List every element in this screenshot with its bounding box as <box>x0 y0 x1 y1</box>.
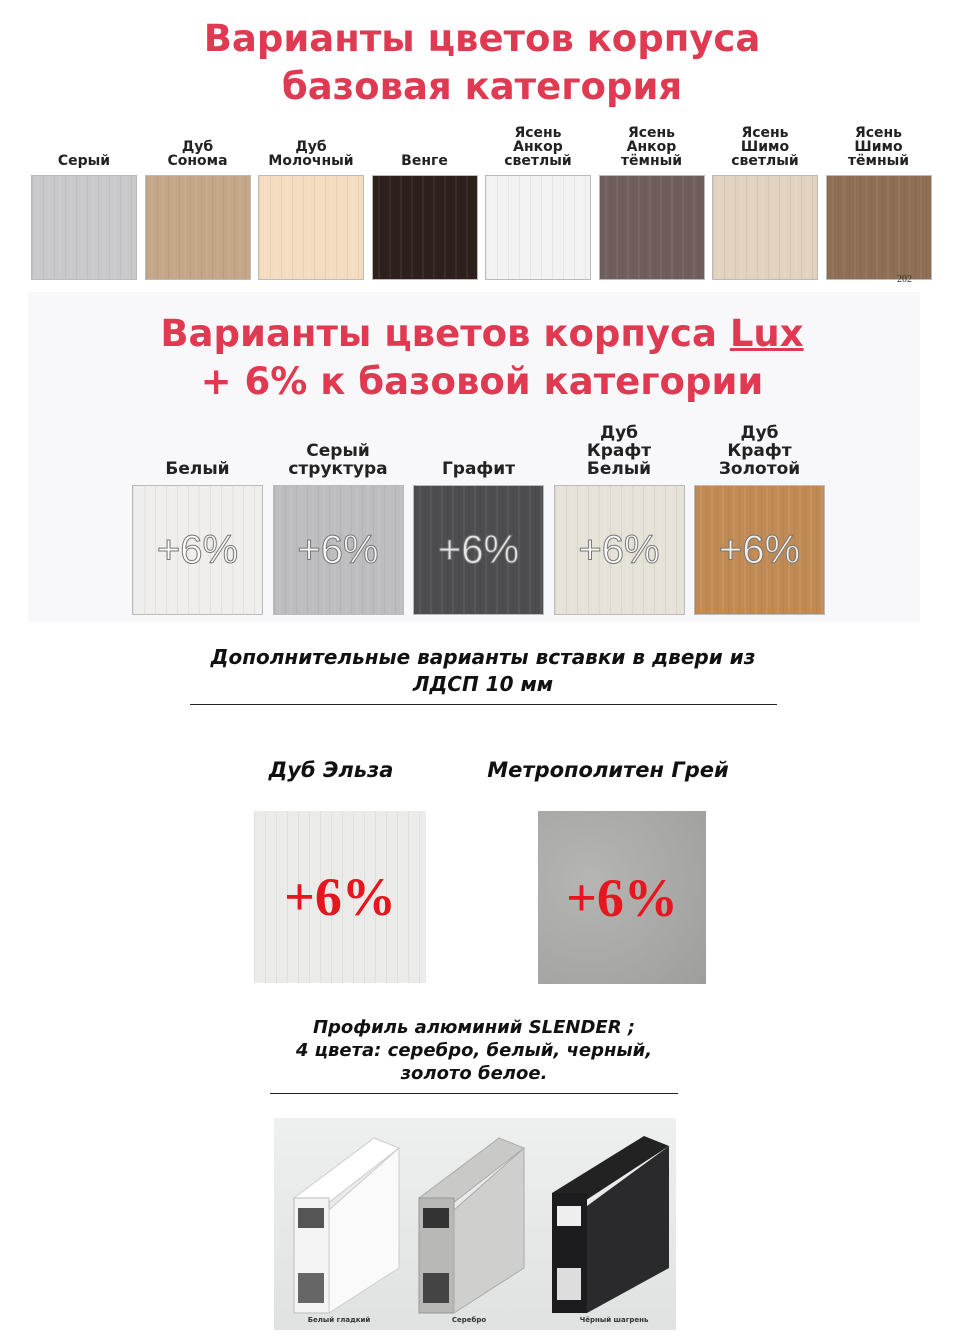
base-swatch-label: Дуб Молочный <box>268 139 354 169</box>
lux-swatch: +6% <box>553 485 685 615</box>
percent-badge: +6% <box>437 527 520 572</box>
base-title-line2: базовая категория <box>281 65 683 108</box>
percent-badge: +6% <box>284 867 396 927</box>
corner-mark: 202 <box>897 274 912 285</box>
base-title-line1: Варианты цветов корпуса <box>203 17 761 60</box>
insert-swatch-elsa: +6% <box>254 811 426 983</box>
divider <box>190 704 777 705</box>
base-swatch-label: Ясень Шимо светлый <box>731 125 799 169</box>
lux-swatch: +6% <box>132 485 263 615</box>
lux-swatch-label: Белый <box>165 459 230 479</box>
lux-swatch-label: Дуб Крафт Белый <box>586 423 652 479</box>
base-swatch-label: Ясень Анкор светлый <box>504 125 572 169</box>
percent-badge: +6% <box>297 527 379 572</box>
lux-swatch-label: Дуб Крафт Золотой <box>718 423 801 479</box>
caption-white: Белый гладкий <box>307 1316 371 1324</box>
percent-badge: +6% <box>578 527 660 572</box>
profile-line3: золото белое. <box>400 1063 548 1084</box>
base-swatch <box>825 175 932 280</box>
lux-swatch: +6% <box>413 485 544 615</box>
insert-label-metropoliten: Метрополитен Грей <box>487 758 729 782</box>
base-swatch-label: Дуб Сонома <box>167 139 228 169</box>
insert-swatch-metropoliten: +6% <box>538 811 706 984</box>
inserts-heading-line1: Дополнительные варианты вставки в двери … <box>210 645 756 669</box>
caption-black: Чёрный шагрень <box>579 1316 649 1324</box>
inserts-heading-line2: ЛДСП 10 мм <box>412 672 554 696</box>
lux-swatch: +6% <box>272 485 404 615</box>
base-swatch-label: Ясень Шимо тёмный <box>847 125 910 169</box>
lux-title-line2: + 6% к базовой категории <box>200 360 764 403</box>
base-swatch <box>258 175 364 280</box>
base-swatch <box>712 175 818 280</box>
base-title: Варианты цветов корпуса базовая категори… <box>0 15 964 111</box>
aluminium-profiles-image <box>293 1136 669 1314</box>
base-swatch-label: Ясень Анкор тёмный <box>620 125 683 169</box>
divider <box>270 1093 678 1094</box>
base-swatch-label: Серый <box>57 153 111 169</box>
profile-line2: 4 цвета: серебро, белый, черный, <box>295 1040 653 1061</box>
percent-badge: +6% <box>718 527 801 572</box>
insert-label-elsa: Дуб Эльза <box>268 758 394 782</box>
percent-badge: +6% <box>156 527 239 572</box>
profile-photo: Белый гладкий Серебро Чёрный шагрень <box>274 1118 676 1330</box>
lux-swatch-label: Графит <box>441 459 516 479</box>
base-swatch <box>485 175 591 280</box>
lux-title-lux: Lux <box>729 312 804 355</box>
caption-silver: Серебро <box>451 1316 487 1324</box>
lux-swatch: +6% <box>694 485 825 615</box>
profile-text: Профиль алюминий SLENDER ; 4 цвета: сере… <box>240 1016 708 1085</box>
inserts-heading: Дополнительные варианты вставки в двери … <box>180 644 786 698</box>
base-swatch <box>31 175 137 280</box>
profile-line1: Профиль алюминий SLENDER ; <box>312 1017 636 1038</box>
base-swatch-label: Венге <box>401 153 448 169</box>
lux-swatch-label: Серый структура <box>288 441 388 479</box>
base-swatch <box>371 175 478 280</box>
base-swatch <box>598 175 705 280</box>
lux-title-line1: Варианты цветов корпуса <box>160 312 730 355</box>
base-swatch <box>144 175 251 280</box>
lux-title: Варианты цветов корпуса Lux + 6% к базов… <box>0 310 964 406</box>
percent-badge: +6% <box>566 867 678 928</box>
